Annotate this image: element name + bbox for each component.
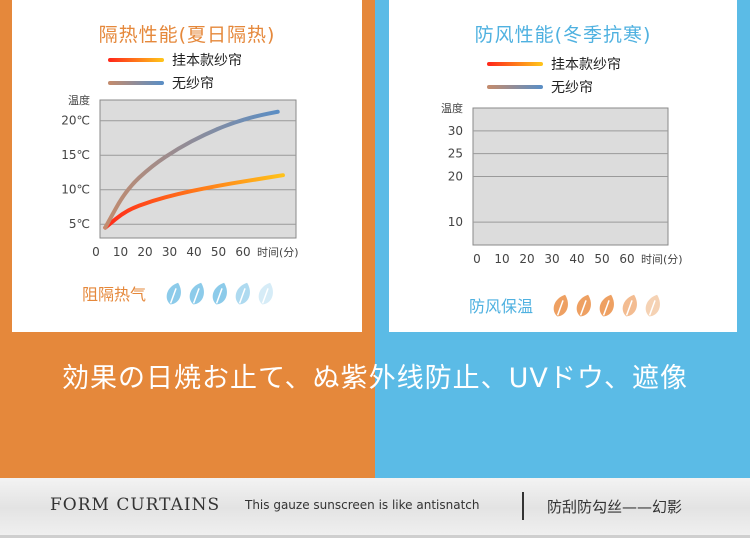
rating-label: 阻隔热气 bbox=[82, 285, 146, 304]
footer-tagline: This gauze sunscreen is like antisnatch bbox=[245, 498, 480, 512]
heat-chart-title: 隔热性能(夏日隔热) bbox=[98, 24, 276, 46]
y-tick-label: 20℃ bbox=[61, 114, 90, 128]
wind-chart-title: 防风性能(冬季抗寒) bbox=[474, 24, 652, 46]
y-tick-label: 20 bbox=[448, 170, 463, 184]
legend-label: 无纱帘 bbox=[172, 76, 214, 92]
x-tick-label: 50 bbox=[211, 245, 226, 259]
footer-bottom-line bbox=[0, 535, 750, 538]
x-axis-label: 时间(分) bbox=[257, 246, 299, 259]
y-tick-label: 10℃ bbox=[61, 183, 90, 197]
legend-label: 挂本款纱帘 bbox=[172, 53, 242, 69]
footer-divider bbox=[522, 492, 524, 520]
legend-label: 无纱帘 bbox=[551, 80, 593, 96]
x-tick-label: 60 bbox=[619, 252, 634, 266]
x-tick-label: 50 bbox=[594, 252, 609, 266]
y-axis-label: 温度 bbox=[441, 101, 463, 115]
rating-label: 防风保温 bbox=[469, 297, 533, 316]
leaf-vein bbox=[215, 288, 223, 304]
leaf-vein bbox=[625, 300, 633, 316]
x-tick-label: 30 bbox=[544, 252, 559, 266]
series-line-no-curtain bbox=[103, 109, 280, 230]
series-line-curtain bbox=[103, 173, 285, 230]
y-tick-label: 30 bbox=[448, 124, 463, 138]
legend-label: 挂本款纱帘 bbox=[551, 57, 621, 73]
x-tick-label: 60 bbox=[235, 245, 250, 259]
wind-resistance-card: 防风性能(冬季抗寒) 挂本款纱帘无纱帘 10 20 25 30 温度 0 10 20 30 40 50… bbox=[389, 0, 737, 332]
y-tick-label: 5℃ bbox=[69, 217, 90, 231]
y-tick-label: 10 bbox=[448, 215, 463, 229]
x-tick-label: 30 bbox=[162, 245, 177, 259]
x-axis-label: 时间(分) bbox=[641, 253, 683, 266]
leaf-vein bbox=[648, 300, 656, 316]
x-tick-label: 40 bbox=[186, 245, 201, 259]
y-tick-label: 25 bbox=[448, 147, 463, 161]
plot-area bbox=[99, 99, 297, 239]
x-tick-label: 0 bbox=[473, 252, 481, 266]
heat-insulation-card: 隔热性能(夏日隔热) 挂本款纱帘无纱帘 5℃ 10℃ 15℃ 20℃ 温度 0 10 20 30 4… bbox=[12, 0, 362, 332]
x-tick-label: 20 bbox=[519, 252, 534, 266]
x-tick-label: 40 bbox=[569, 252, 584, 266]
leaf-vein bbox=[192, 288, 200, 304]
leaf-vein bbox=[238, 288, 246, 304]
leaf-vein bbox=[602, 300, 610, 316]
slogan-text: 効果の日焼お止て、ぬ紫外线防止、UVドウ、遮像 bbox=[61, 363, 689, 394]
footer-subtitle: 防刮防勾丝——幻影 bbox=[547, 498, 683, 516]
x-tick-label: 20 bbox=[137, 245, 152, 259]
y-axis-label: 温度 bbox=[68, 93, 90, 107]
leaf-vein bbox=[579, 300, 587, 316]
brand-logo: FORM CURTAINS bbox=[50, 495, 221, 515]
leaf-vein bbox=[261, 288, 269, 304]
x-tick-label: 10 bbox=[494, 252, 509, 266]
leaf-vein bbox=[556, 300, 564, 316]
leaf-vein bbox=[169, 288, 177, 304]
x-tick-label: 0 bbox=[92, 245, 100, 259]
y-tick-label: 15℃ bbox=[61, 148, 90, 162]
x-tick-label: 10 bbox=[113, 245, 128, 259]
footer-bar: FORM CURTAINS This gauze sunscreen is li… bbox=[0, 478, 750, 538]
